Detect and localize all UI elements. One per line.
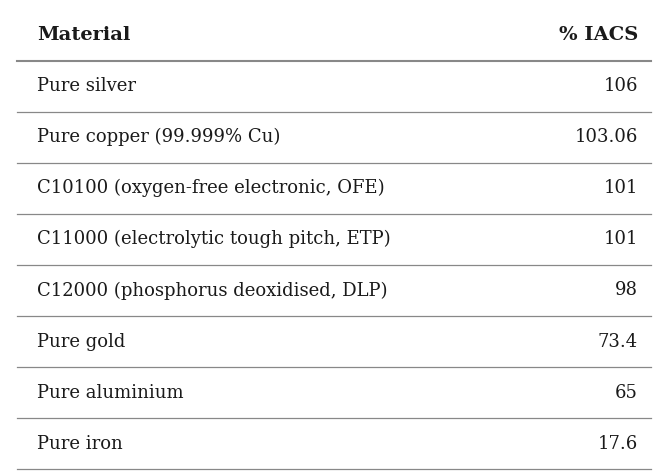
- Text: 101: 101: [603, 230, 638, 248]
- Text: Material: Material: [37, 26, 130, 44]
- Text: 98: 98: [615, 282, 638, 300]
- Text: 106: 106: [603, 77, 638, 95]
- Text: 101: 101: [603, 179, 638, 197]
- Text: Pure aluminium: Pure aluminium: [37, 383, 183, 401]
- Text: 17.6: 17.6: [598, 435, 638, 453]
- Text: 103.06: 103.06: [574, 128, 638, 146]
- Text: Pure silver: Pure silver: [37, 77, 136, 95]
- Text: Pure gold: Pure gold: [37, 333, 125, 351]
- Text: C11000 (electrolytic tough pitch, ETP): C11000 (electrolytic tough pitch, ETP): [37, 230, 390, 248]
- Text: % IACS: % IACS: [558, 26, 638, 44]
- Text: 65: 65: [615, 383, 638, 401]
- Text: C12000 (phosphorus deoxidised, DLP): C12000 (phosphorus deoxidised, DLP): [37, 282, 387, 300]
- Text: C10100 (oxygen-free electronic, OFE): C10100 (oxygen-free electronic, OFE): [37, 179, 384, 197]
- Text: Pure iron: Pure iron: [37, 435, 122, 453]
- Text: Pure copper (99.999% Cu): Pure copper (99.999% Cu): [37, 128, 280, 146]
- Text: 73.4: 73.4: [598, 333, 638, 351]
